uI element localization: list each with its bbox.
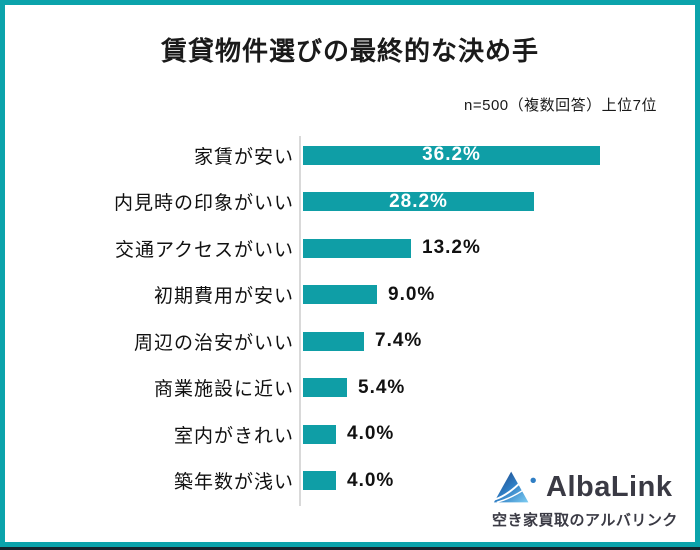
bar-area: 4.0% [303,423,394,445]
category-label: 築年数が浅い [173,472,294,494]
value-label: 4.0% [347,469,395,491]
bar-area: 4.0% [303,470,394,492]
bar-row: 室内がきれい 4.0% [0,411,700,458]
albalink-triangle-icon [493,471,536,504]
bar-area: 36.2% [303,144,600,166]
bar-area: 13.2% [303,237,481,259]
bottom-dark-edge [0,547,700,550]
value-label: 36.2% [422,144,481,166]
bar-area: 9.0% [303,284,435,306]
bar-row: 家賃が安い 36.2% [0,132,700,179]
chart-axis-line [299,136,301,506]
value-label: 4.0% [347,423,395,445]
category-label: 交通アクセスがいい [114,239,294,261]
bar-row: 周辺の治安がいい 7.4% [0,318,700,365]
bar: 36.2% [303,144,600,166]
value-label: 13.2% [422,237,481,259]
category-label: 内見時の印象がいい [113,193,294,215]
bar-area: 5.4% [303,377,405,399]
bar-row: 築年数が浅い 4.0% [0,458,700,505]
category-label: 家賃が安い [193,146,294,168]
albalink-logo: AlbaLink 空き家買取のアルバリンク [492,469,678,530]
bar-row: 商業施設に近い 5.4% [0,365,700,412]
category-label: 商業施設に近い [153,379,294,401]
bar-chart: 家賃が安い 36.2% 内見時の印象がいい 28.2% 交通アクセスがいい [0,132,700,504]
bar-row: 内見時の印象がいい 28.2% [0,179,700,226]
category-label: 初期費用が安い [153,286,294,308]
bar [303,285,377,305]
bar-row: 初期費用が安い 9.0% [0,272,700,319]
category-label: 室内がきれい [173,425,294,447]
page-title: 賃貸物件選びの最終的な決め手 [160,36,539,66]
bar-area: 28.2% [303,190,534,212]
bar [303,424,336,444]
value-label: 9.0% [388,283,436,305]
bar: 28.2% [303,190,534,212]
bar [303,378,347,398]
value-label: 7.4% [375,330,423,352]
bar [303,471,336,491]
value-label: 28.2% [389,190,448,212]
albalink-logo-row: AlbaLink [492,469,676,505]
bar-row: 交通アクセスがいい 13.2% [0,225,700,272]
albalink-tagline: 空き家買取のアルバリンク [492,512,678,529]
bar-area: 7.4% [303,330,422,352]
bar [303,238,411,258]
albalink-logo-text: AlbaLink [546,471,673,503]
sample-size-note: n=500（複数回答）上位7位 [464,97,657,114]
value-label: 5.4% [358,376,406,398]
category-label: 周辺の治安がいい [133,332,294,354]
bar [303,331,364,351]
